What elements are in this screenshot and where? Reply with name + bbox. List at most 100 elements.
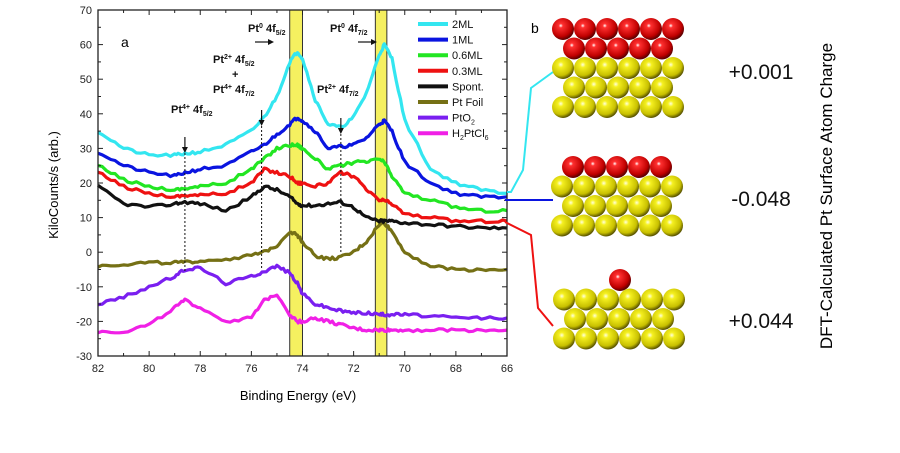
substrate-atom [563,76,585,99]
legend-label: 2ML [452,19,473,31]
series-line-03ml [97,166,508,225]
substrate-atom [618,57,640,79]
series-line-spont [97,184,508,231]
structure-links [504,71,554,327]
substrate-atom [651,76,673,99]
legend-text: 2ML [452,19,473,31]
substrate-atom [663,288,685,311]
y-tick-label: 40 [80,109,92,121]
substrate-atom [639,214,661,237]
substrate-atom [641,288,663,311]
substrate-atom [662,57,684,79]
substrate-atom [574,96,596,118]
x-tick-label: 74 [296,363,308,375]
y-tick-label: 30 [80,143,92,155]
legend-text: 1ML [452,35,473,47]
pt-atom [562,156,584,178]
substrate-atom [661,214,683,237]
arrow-head-icon [268,39,274,45]
charge-value-03ml: +0.044 [729,310,794,333]
y-tick-label: -10 [76,282,92,294]
substrate-atom [573,175,595,198]
substrate-atom [574,57,596,79]
pt-atom [650,156,672,178]
substrate-atom [596,96,618,118]
arrow-head-icon [258,120,265,126]
annotation-pt4-4f72: Pt4+ 4f7/2 [213,84,255,98]
y-tick-label: 70 [80,5,92,17]
legend-text: PtCl [464,128,485,140]
substrate-atom [586,308,608,330]
series-line-06ml [97,142,508,214]
arrow-head-icon [337,128,344,134]
annotation-pt2-4f72: Pt2+ 4f7/2 [317,84,359,98]
charge-value-1ml: -0.048 [731,188,791,211]
annotation-pt4-4f52: Pt4+ 4f5/2 [171,104,213,118]
y-tick-label: 60 [80,40,92,52]
y-axis-label: KiloCounts/s (arb.) [46,131,61,239]
substrate-atom [595,214,617,237]
legend-text: Pt Foil [452,97,483,109]
substrate-atom [641,327,663,350]
y-tick-label: -30 [76,351,92,363]
legend-subscript: 2 [471,120,475,127]
pt-atom [662,18,684,40]
pt-atom [640,18,662,40]
substrate-atom [552,57,574,79]
pt-atom [552,18,574,40]
substrate-atom [608,308,630,330]
substrate-atom [597,327,619,350]
legend-label: Pt Foil [452,97,483,109]
substrate-atom [551,214,573,237]
structure-link-line [504,221,554,327]
peak-markers [181,39,377,273]
substrate-atom [619,327,641,350]
series-line-2ml [97,42,508,195]
substrate-atom [595,175,617,198]
x-tick-label: 66 [501,363,513,375]
pt-atom [618,18,640,40]
legend-text: Spont. [452,81,484,93]
series-line-ptfoil [97,221,508,273]
substrate-atom [553,288,575,311]
legend-label: PtO2 [452,113,475,127]
y-tick-label: 20 [80,178,92,190]
atom-structures [551,18,685,350]
substrate-atom [629,76,651,99]
annotation-pt2-4f52: Pt2+ 4f5/2 [213,54,255,68]
y-tick-label: 0 [86,247,92,259]
arrow-head-icon [181,147,188,153]
substrate-atom [628,195,650,217]
annotation-pt0-4f72: Pt0 4f7/2 [330,23,368,37]
legend-label: Spont. [452,81,484,93]
pt-atom [651,37,673,60]
substrate-atom [630,308,652,330]
y-tick-label: 10 [80,213,92,225]
series-line-h2ptcl6 [97,293,508,335]
x-tick-label: 68 [450,363,462,375]
legend-text: 0.3ML [452,66,483,78]
legend-text: 0.6ML [452,50,483,62]
panel-label-a: a [121,34,129,50]
pt-atom [607,37,629,60]
panel-label-b: b [531,20,539,36]
legend-label: 0.3ML [452,66,483,78]
substrate-atom [575,327,597,350]
substrate-atom [640,96,662,118]
legend-subscript: 2 [460,135,464,142]
x-tick-label: 82 [92,363,104,375]
annotation-plus: + [232,69,238,81]
substrate-atom [618,96,640,118]
substrate-atom [652,308,674,330]
series-line-1ml [97,116,508,200]
substrate-atom [551,175,573,198]
x-tick-label: 76 [245,363,257,375]
legend-text: H [452,128,460,140]
x-tick-label: 78 [194,363,206,375]
substrate-atom [553,327,575,350]
substrate-atom [663,327,685,350]
substrate-atom [661,175,683,198]
legend-label: 1ML [452,35,473,47]
